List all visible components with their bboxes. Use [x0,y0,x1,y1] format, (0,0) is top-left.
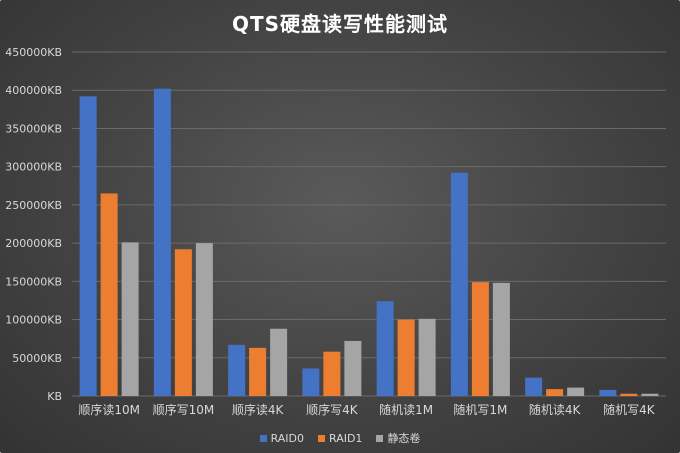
bar-raid1-7 [620,393,638,396]
legend-label-static-volume: 静态卷 [387,432,421,445]
legend-label-raid0: RAID0 [270,431,304,445]
bar-raid1-0 [100,193,118,396]
bar--1 [195,243,213,396]
bar-raid0-0 [79,96,97,397]
x-tick-label: 顺序读10M [78,402,140,417]
y-tick-label: 300000KB [5,161,62,174]
bar-raid1-5 [471,282,489,396]
bar--5 [492,282,510,396]
y-tick-label: 200000KB [5,237,62,250]
bar-raid1-6 [546,389,564,396]
bar--3 [344,340,362,396]
x-tick-label: 随机写1M [453,402,507,417]
y-tick-label: 250000KB [5,199,62,212]
chart-title: QTS硬盘读写性能测试 [231,12,449,36]
bar-raid0-1 [153,88,171,397]
legend-swatch-raid1 [318,434,325,442]
bar-raid0-3 [302,368,320,396]
x-tick-label: 随机读4K [529,402,582,417]
x-tick-label: 顺序写10M [153,402,215,417]
legend-item-static-volume: 静态卷 [376,430,420,446]
bar-raid0-7 [599,389,617,396]
y-tick-label: 100000KB [5,314,62,327]
bar-raid0-6 [525,377,543,396]
legend-swatch-raid0 [259,434,267,442]
y-tick-label: 450000KB [5,46,62,59]
x-tick-label: 随机读1M [379,402,433,417]
bar-raid0-5 [450,172,468,396]
bar-raid1-1 [174,249,192,396]
legend: RAID0 RAID1 静态卷 [0,430,680,446]
legend-item-raid1: RAID1 [318,430,362,446]
y-tick-label: KB [47,390,62,403]
y-tick-label: 400000KB [5,84,62,97]
x-tick-label: 随机写4K [603,402,656,417]
y-tick-label: 350000KB [5,122,62,135]
bar--2 [270,328,288,396]
legend-swatch-static-volume [376,434,384,442]
bar--4 [418,318,436,396]
y-tick-label: 150000KB [5,275,62,288]
legend-label-raid1: RAID1 [329,431,363,445]
x-tick-label: 顺序写4K [306,402,359,417]
y-tick-label: 50000KB [12,352,62,365]
legend-item-raid0: RAID0 [259,430,304,446]
bar--0 [121,242,139,396]
x-tick-label: 顺序读4K [232,402,285,417]
bar-raid0-4 [376,301,394,396]
bar-raid1-3 [323,351,341,396]
bar-raid1-2 [249,347,267,396]
bar--6 [567,387,585,396]
bar--7 [641,393,659,396]
bar-raid1-4 [397,319,415,396]
bar-raid0-2 [228,344,246,396]
